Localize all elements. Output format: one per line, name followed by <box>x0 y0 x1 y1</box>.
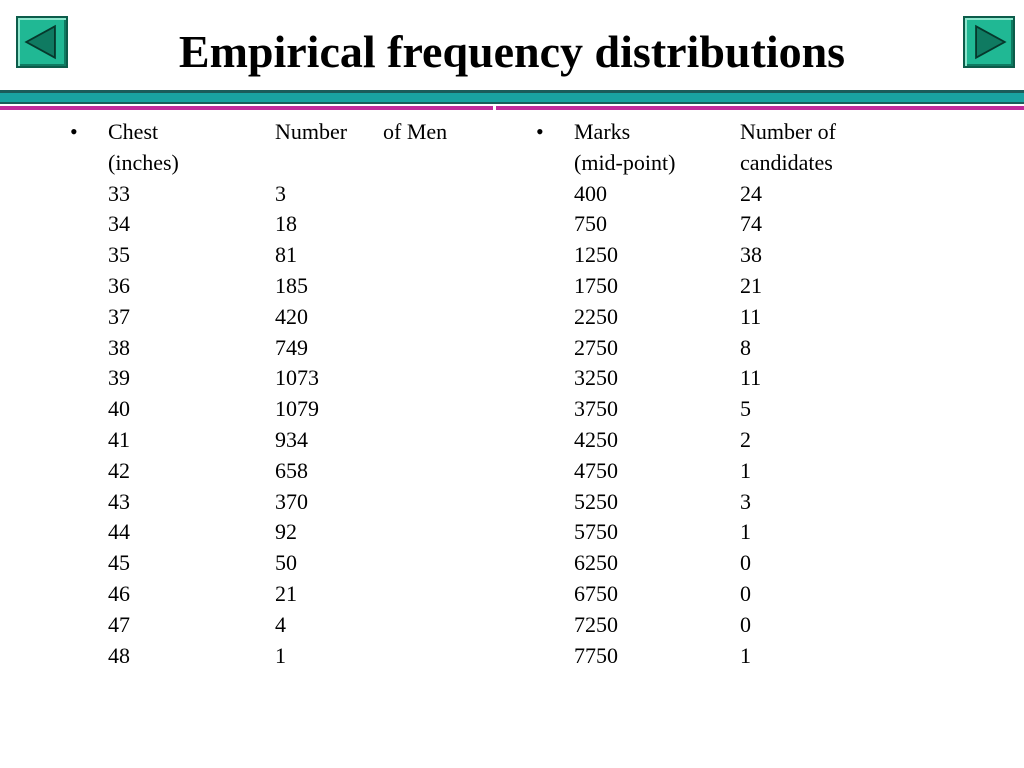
count-value: 38 <box>740 242 762 268</box>
count-value: 0 <box>740 550 751 576</box>
chest-value: 34 <box>108 211 130 237</box>
title-rule-gap <box>493 104 496 112</box>
marks-value: 5750 <box>574 519 618 545</box>
count-value: 92 <box>275 519 297 545</box>
chest-value: 44 <box>108 519 130 545</box>
marks-value: 7750 <box>574 642 618 668</box>
chest-value: 40 <box>108 396 130 422</box>
count-value: 11 <box>740 303 762 329</box>
count-value: 81 <box>275 242 297 268</box>
chest-value: 45 <box>108 550 130 576</box>
header-number-of: Number of <box>740 119 836 144</box>
count-value: 74 <box>740 211 762 237</box>
count-value: 370 <box>275 488 308 514</box>
slide-title: Empirical frequency distributions <box>178 26 846 77</box>
marks-value: 6250 <box>574 550 618 576</box>
header-number: Number <box>275 119 348 144</box>
chest-value: 33 <box>108 180 130 206</box>
title-rule-teal <box>0 93 1024 102</box>
count-value: 1 <box>740 642 751 668</box>
count-value: 658 <box>275 457 308 483</box>
marks-value: 750 <box>574 211 607 237</box>
marks-value: 1750 <box>574 272 618 298</box>
count-value: 21 <box>740 272 762 298</box>
marks-value: 400 <box>574 180 607 206</box>
title-rule-magenta <box>0 106 1024 110</box>
count-value: 749 <box>275 334 308 360</box>
previous-slide-button[interactable] <box>16 16 68 68</box>
count-value: 4 <box>275 611 286 637</box>
marks-value: 1250 <box>574 242 618 268</box>
chest-value: 38 <box>108 334 130 360</box>
count-value: 1 <box>740 519 751 545</box>
marks-value: 6750 <box>574 580 618 606</box>
chest-value: 47 <box>108 611 130 637</box>
title-rule-dark-top <box>0 90 1024 93</box>
header-of-men: of Men <box>383 119 448 144</box>
count-value: 18 <box>275 211 297 237</box>
bullet-marker: • <box>536 119 544 144</box>
marks-value: 3750 <box>574 396 618 422</box>
marks-value: 7250 <box>574 611 618 637</box>
triangle-right-icon <box>975 24 1007 60</box>
count-value: 3 <box>740 488 751 514</box>
header-mid-point: (mid-point) <box>574 149 676 175</box>
bullet-marker: • <box>70 119 78 144</box>
header-marks: Marks <box>574 119 631 144</box>
chest-value: 39 <box>108 365 130 391</box>
header-candidates: candidates <box>740 149 833 175</box>
count-value: 1 <box>275 642 286 668</box>
triangle-left-icon <box>24 24 56 60</box>
count-value: 5 <box>740 396 751 422</box>
count-value: 1 <box>740 457 751 483</box>
chest-value: 41 <box>108 426 130 452</box>
count-value: 2 <box>740 426 751 452</box>
marks-value: 4250 <box>574 426 618 452</box>
count-value: 11 <box>740 365 762 391</box>
chest-value: 37 <box>108 303 130 329</box>
count-value: 0 <box>740 611 751 637</box>
marks-value: 3250 <box>574 365 618 391</box>
chest-value: 35 <box>108 242 130 268</box>
count-value: 24 <box>740 180 762 206</box>
count-value: 185 <box>275 272 308 298</box>
marks-value: 2750 <box>574 334 618 360</box>
chest-value: 36 <box>108 272 130 298</box>
count-value: 934 <box>275 426 308 452</box>
header-chest: Chest <box>108 119 159 144</box>
chest-value: 46 <box>108 580 130 606</box>
next-slide-button[interactable] <box>963 16 1015 68</box>
title-rule-dark-bottom <box>0 102 1024 104</box>
count-value: 21 <box>275 580 297 606</box>
header-inches: (inches) <box>108 149 179 175</box>
marks-value: 4750 <box>574 457 618 483</box>
count-value: 50 <box>275 550 297 576</box>
count-value: 8 <box>740 334 751 360</box>
count-value: 3 <box>275 180 286 206</box>
count-value: 420 <box>275 303 308 329</box>
count-value: 1079 <box>275 396 319 422</box>
count-value: 0 <box>740 580 751 606</box>
chest-value: 43 <box>108 488 130 514</box>
marks-value: 5250 <box>574 488 618 514</box>
chest-value: 48 <box>108 642 130 668</box>
marks-value: 2250 <box>574 303 618 329</box>
count-value: 1073 <box>275 365 319 391</box>
chest-value: 42 <box>108 457 130 483</box>
